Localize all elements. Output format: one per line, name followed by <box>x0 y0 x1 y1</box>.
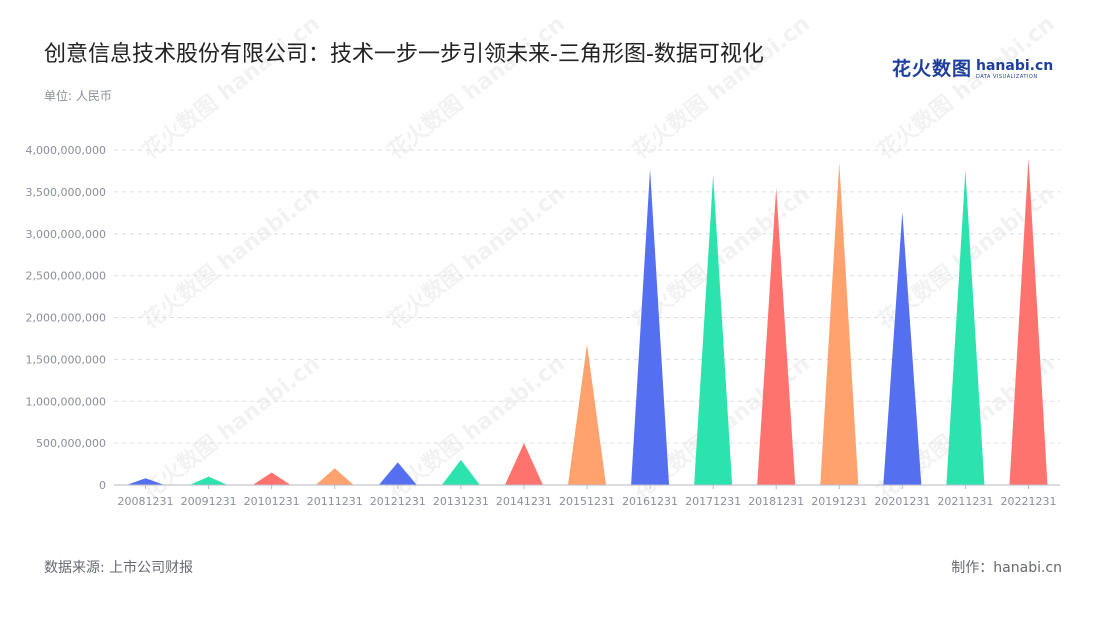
bar-20151231 <box>568 344 606 485</box>
bar-20111231 <box>315 468 354 485</box>
bar-20141231 <box>504 443 543 485</box>
watermark: 花火数图 hanabi.cn <box>383 181 570 335</box>
watermark: 花火数图 hanabi.cn <box>628 11 815 165</box>
x-tick-label: 20201231 <box>874 495 930 508</box>
bar-20181231 <box>757 187 796 485</box>
bar-20161231 <box>631 169 670 485</box>
watermark-layer: 花火数图 hanabi.cn 花火数图 hanabi.cn 花火数图 hanabi.… <box>138 11 1060 505</box>
y-tick-label: 1,500,000,000 <box>26 353 106 366</box>
watermark: 花火数图 hanabi.cn <box>138 11 325 165</box>
x-tick-label: 20211231 <box>937 495 993 508</box>
x-tick-label: 20121231 <box>370 495 426 508</box>
x-tick-label: 20091231 <box>181 495 237 508</box>
y-tick-label: 4,000,000,000 <box>26 144 106 157</box>
unit-label: 单位: 人民币 <box>44 89 112 103</box>
watermark: 花火数图 hanabi.cn <box>383 11 570 165</box>
watermark: 花火数图 hanabi.cn <box>138 181 325 335</box>
x-tick-label: 20191231 <box>811 495 867 508</box>
bar-20191231 <box>820 162 859 485</box>
bar-20171231 <box>694 175 733 485</box>
y-tick-label: 500,000,000 <box>36 437 106 450</box>
bar-20101231 <box>252 472 291 485</box>
bar-20091231 <box>189 476 228 485</box>
x-tick-label: 20151231 <box>559 495 615 508</box>
logo-en-text: hanabi.cn <box>976 58 1054 74</box>
x-tick-label: 20141231 <box>496 495 552 508</box>
bar-20221231 <box>1009 158 1048 485</box>
credit: 制作：hanabi.cn <box>951 560 1062 576</box>
data-source: 数据来源: 上市公司财报 <box>44 560 194 576</box>
bar-20121231 <box>378 462 417 485</box>
x-tick-label: 20101231 <box>244 495 300 508</box>
watermark: 花火数图 hanabi.cn <box>138 351 325 505</box>
y-tick-label: 2,000,000,000 <box>26 312 106 325</box>
x-tick-label: 20161231 <box>622 495 678 508</box>
x-tick-label: 20221231 <box>1000 495 1056 508</box>
y-tick-label: 3,000,000,000 <box>26 228 106 241</box>
logo-sub-text: DATA VISUALIZATION <box>976 74 1038 80</box>
bar-20211231 <box>946 170 985 485</box>
x-tick-label: 20171231 <box>685 495 741 508</box>
logo-cn-text: 花火数图 <box>892 58 973 80</box>
brand-logo: 花火数图 hanabi.cn DATA VISUALIZATION <box>892 58 1053 88</box>
x-tick-label: 20111231 <box>307 495 363 508</box>
y-tick-label: 2,500,000,000 <box>26 270 106 283</box>
bars <box>126 158 1048 485</box>
y-tick-label: 3,500,000,000 <box>26 186 106 199</box>
x-tick-label: 20131231 <box>433 495 489 508</box>
y-axis: 0 500,000,000 1,000,000,000 1,500,000,000 2,… <box>26 144 106 492</box>
watermark: 花火数图 hanabi.cn <box>873 11 1060 165</box>
x-axis: 20081231 20091231 20101231 20111231 20121231… <box>114 484 1060 508</box>
chart-title: 创意信息技术股份有限公司：技术一步一步引领未来-三角形图-数据可视化 <box>44 42 764 67</box>
y-tick-label: 1,000,000,000 <box>26 395 106 408</box>
bar-20081231 <box>126 478 165 485</box>
y-tick-label: 0 <box>99 479 106 492</box>
x-tick-label: 20081231 <box>118 495 174 508</box>
x-tick-label: 20181231 <box>748 495 804 508</box>
bar-20131231 <box>441 459 480 485</box>
bar-20201231 <box>883 211 922 485</box>
